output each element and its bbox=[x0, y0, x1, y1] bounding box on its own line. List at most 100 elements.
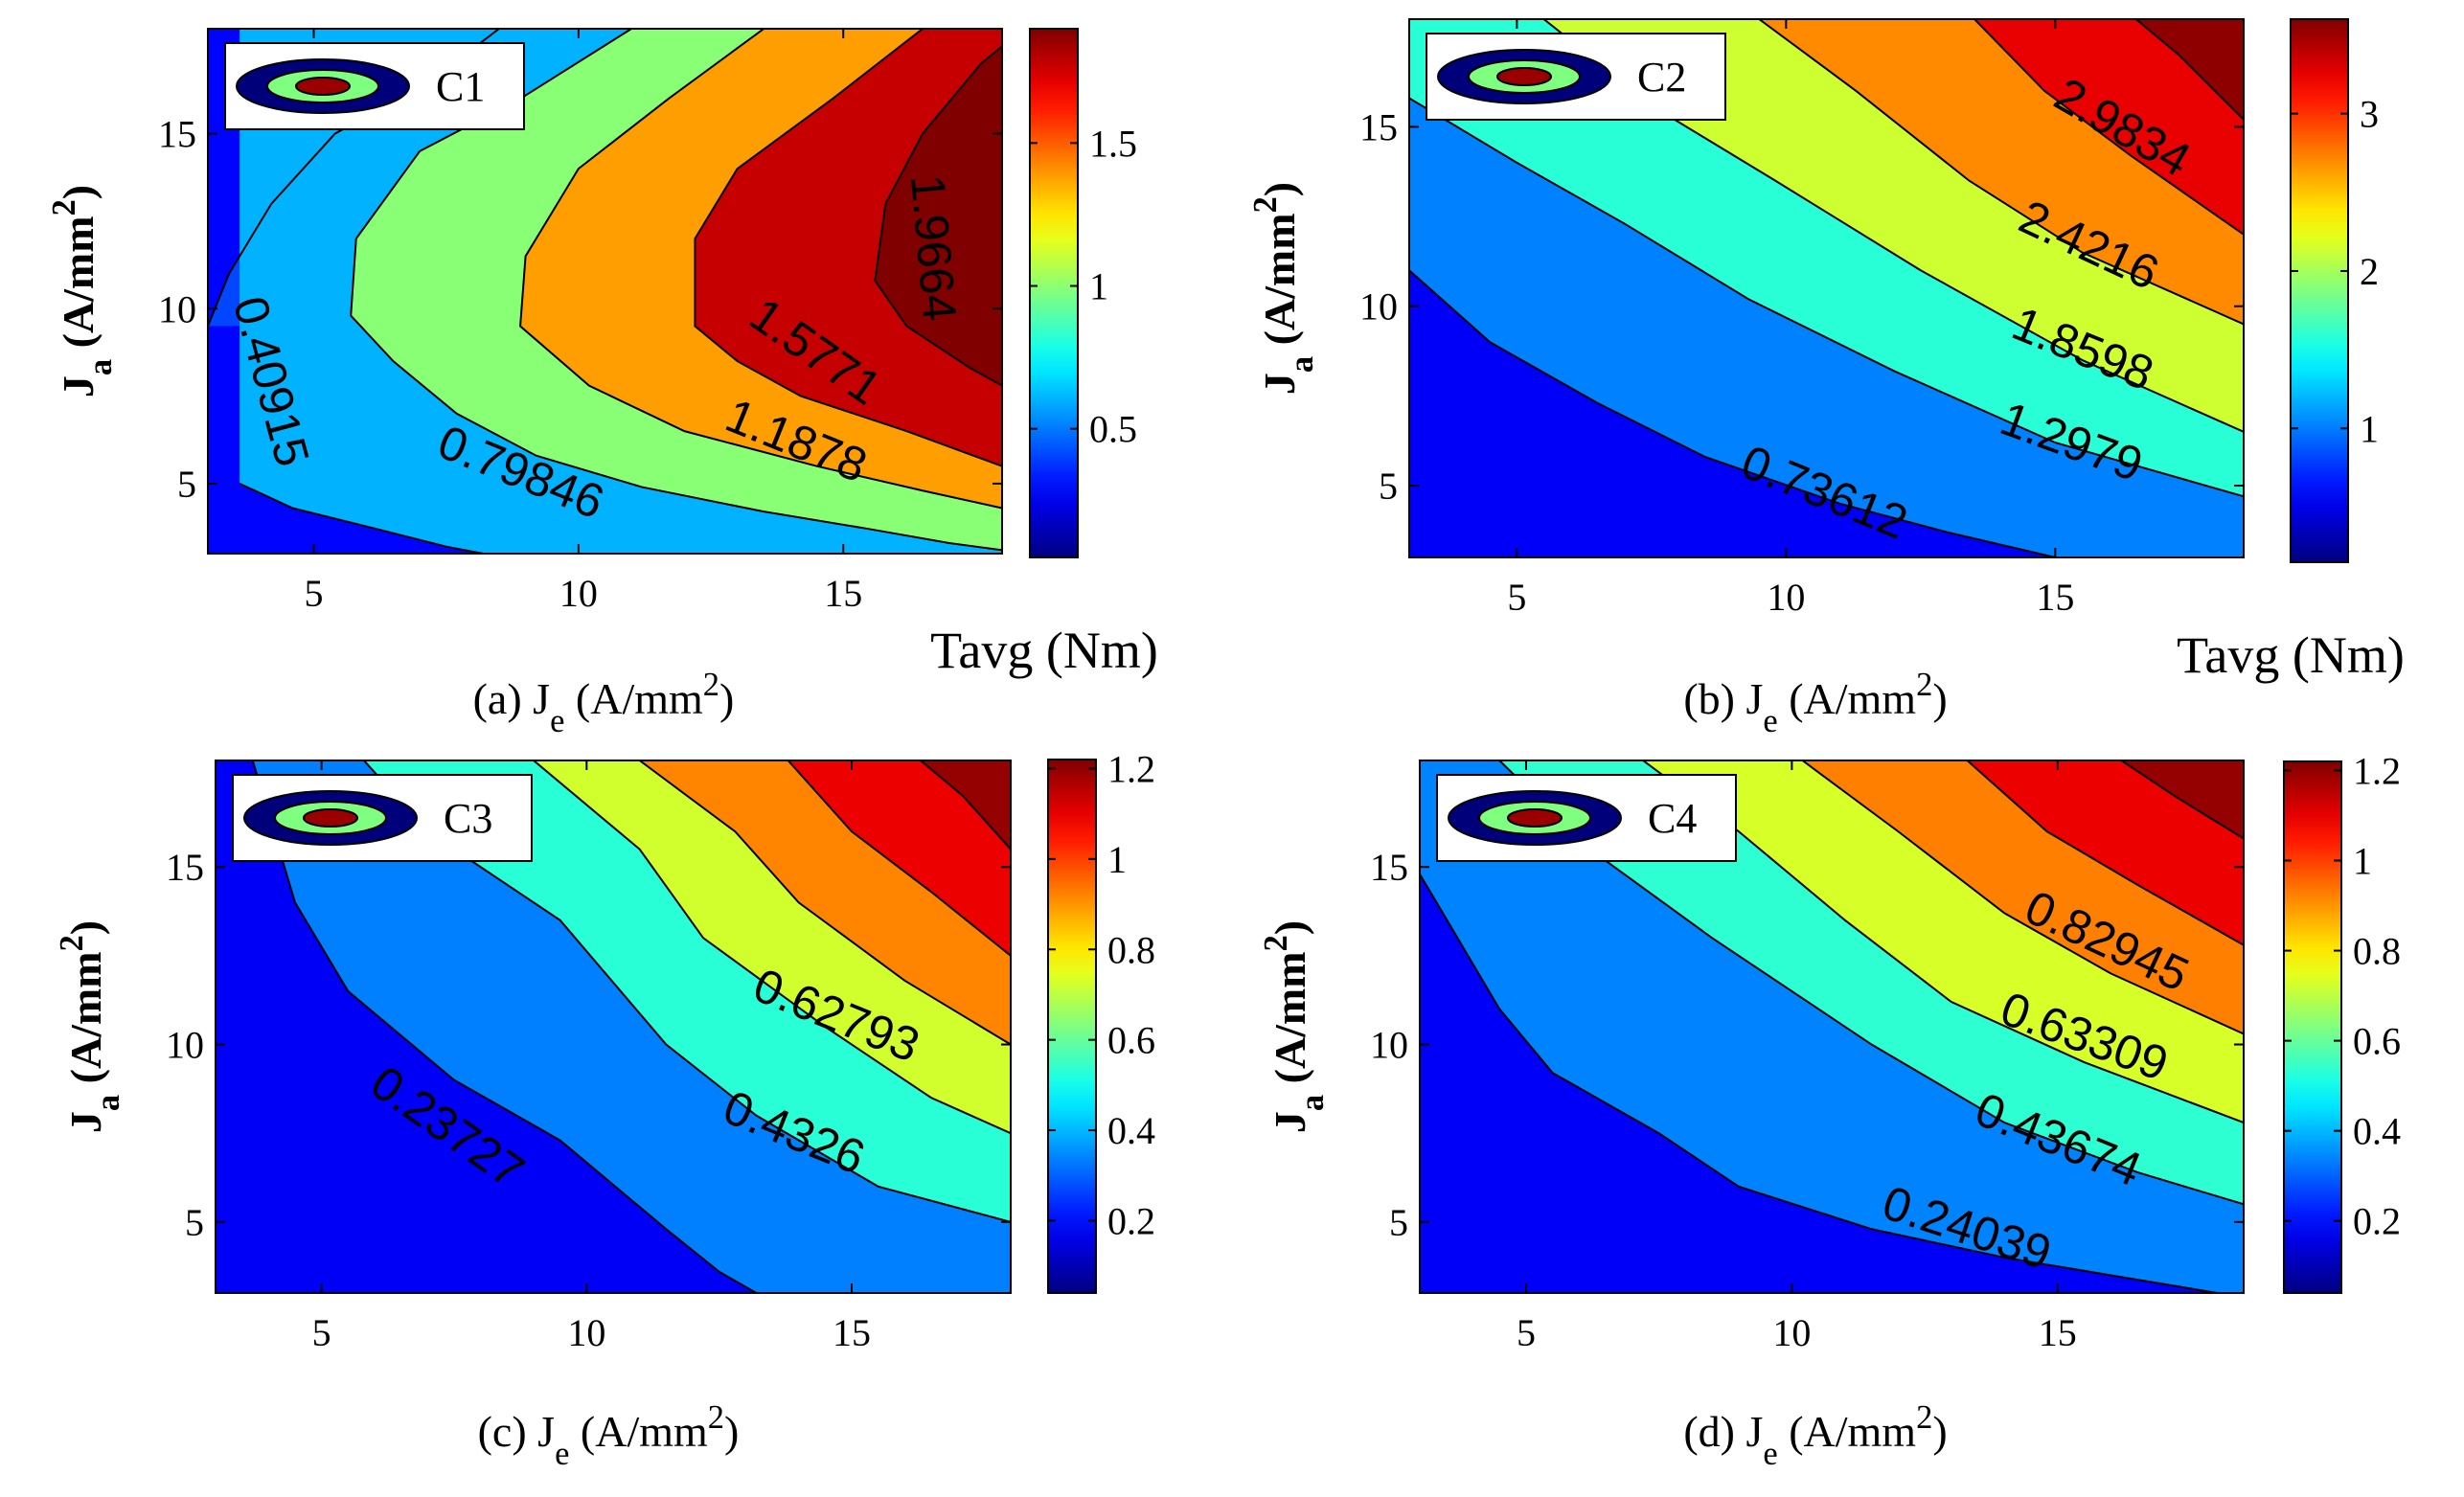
y-axis-label: Ja (A/mm2) bbox=[1258, 920, 1331, 1133]
colorbar-bar bbox=[2290, 18, 2349, 563]
colorbar-bar bbox=[2283, 760, 2342, 1294]
legend-label: C4 bbox=[1648, 795, 1697, 842]
axes-box bbox=[1408, 18, 2245, 558]
y-tick-label: 10 bbox=[1359, 285, 1398, 329]
label-part: 2 bbox=[708, 1399, 724, 1436]
label-part: 2 bbox=[1916, 1399, 1932, 1436]
colorbar-tick-label: 0.8 bbox=[1107, 928, 1155, 971]
label-part: a bbox=[1294, 1095, 1331, 1111]
contour-band bbox=[2135, 19, 2244, 120]
y-axis-label: Ja (A/mm2) bbox=[1247, 182, 1320, 395]
colorbar-tick-label: 3 bbox=[2360, 93, 2379, 136]
contour-line bbox=[1409, 269, 2056, 557]
colorbar-tick-label: 0.4 bbox=[1107, 1109, 1155, 1152]
label-part: (A/mm bbox=[569, 1407, 708, 1456]
contour-band bbox=[920, 760, 1011, 850]
label-part: J bbox=[54, 375, 103, 397]
legend-label: C1 bbox=[436, 63, 485, 110]
label-part: ) bbox=[1266, 920, 1314, 935]
label-part: 2 bbox=[1258, 935, 1294, 951]
y-tick-label: 5 bbox=[177, 463, 196, 506]
contour-fills bbox=[208, 29, 1002, 554]
contour-line bbox=[519, 29, 1002, 510]
label-part: ) bbox=[1932, 674, 1947, 723]
contour-label: 1.9664 bbox=[901, 172, 967, 323]
legend-ellipse-inner bbox=[1496, 67, 1552, 86]
panel-caption: (d) Je (A/mm2) bbox=[1683, 1399, 1947, 1472]
x-tick-label: 10 bbox=[1767, 576, 1805, 619]
label-part: a bbox=[90, 1095, 126, 1111]
label-part: 2 bbox=[46, 199, 82, 215]
x-tick-label: 10 bbox=[567, 1311, 605, 1354]
contour-line bbox=[350, 29, 1002, 552]
legend-label: C3 bbox=[444, 795, 492, 842]
x-tick-label: 15 bbox=[2039, 1311, 2077, 1354]
contour-line bbox=[1966, 760, 2244, 946]
y-tick-label: 10 bbox=[158, 287, 196, 330]
colorbar-tick-label: 1 bbox=[2353, 839, 2372, 882]
colorbar-tick-label: 0.6 bbox=[1107, 1019, 1155, 1062]
colorbar-tick-label: 0.2 bbox=[2353, 1200, 2401, 1243]
label-part: e bbox=[550, 703, 564, 739]
label-part: (c) J bbox=[478, 1407, 555, 1456]
legend: C1 bbox=[224, 42, 525, 130]
colorbar-tick-label: 1.5 bbox=[1089, 122, 1137, 165]
contour-line bbox=[874, 45, 1002, 387]
contour-fills bbox=[1420, 760, 2244, 1293]
x-tick-label: 15 bbox=[824, 572, 862, 615]
x-tick-label: 5 bbox=[1517, 1311, 1536, 1354]
x-tick-label: 10 bbox=[1772, 1311, 1811, 1354]
panel-caption: (a) Je (A/mm2) bbox=[473, 667, 735, 739]
contour-line bbox=[533, 760, 1011, 1135]
contour-line bbox=[1409, 97, 2244, 498]
y-tick-label: 5 bbox=[1389, 1201, 1408, 1244]
colorbar-bar bbox=[1029, 28, 1079, 558]
colorbar-tick-label: 0.6 bbox=[2353, 1020, 2401, 1063]
colorbar-tick-label: 1 bbox=[1089, 265, 1108, 308]
panel-caption: (c) Je (A/mm2) bbox=[478, 1399, 740, 1472]
y-tick-label: 5 bbox=[185, 1201, 204, 1244]
x-tick-label: 5 bbox=[1507, 576, 1526, 619]
colorbar-tick-label: 0.2 bbox=[1107, 1199, 1155, 1242]
label-part: e bbox=[1763, 1436, 1777, 1472]
y-tick-label: 15 bbox=[1370, 846, 1408, 889]
label-part: (b) J bbox=[1683, 674, 1763, 723]
label-part: a bbox=[82, 359, 119, 375]
legend-ellipse-inner bbox=[295, 77, 351, 96]
legend: C2 bbox=[1426, 33, 1726, 121]
colorbar-tick-label: 1 bbox=[1107, 838, 1127, 881]
colorbar-tick-label: 0.4 bbox=[2353, 1110, 2401, 1153]
colorbar-tick-label: 0.8 bbox=[2353, 930, 2401, 973]
label-part: (A/mm bbox=[564, 674, 703, 723]
contour-fills bbox=[216, 760, 1011, 1293]
colorbar-tick-label: 1.2 bbox=[2353, 749, 2401, 792]
contour-band bbox=[1974, 19, 2244, 235]
label-part: J bbox=[1255, 373, 1304, 395]
label-part: e bbox=[1763, 703, 1777, 739]
label-part: (A/mm bbox=[1266, 951, 1314, 1094]
label-part: (A/mm bbox=[1778, 1407, 1917, 1456]
x-tick-label: 10 bbox=[559, 572, 598, 615]
colorbar: 0.2 0.4 0.6 0.8 1 1.2 bbox=[2283, 749, 2401, 1294]
colorbar: 0.5 1 1.5 Tavg (Nm) bbox=[930, 28, 1158, 679]
contour-line bbox=[2134, 19, 2244, 121]
y-axis-label: Ja (A/mm2) bbox=[46, 185, 119, 397]
label-part: ) bbox=[1932, 1407, 1947, 1456]
contour-line bbox=[787, 760, 1011, 957]
contour-line bbox=[1801, 760, 2244, 1035]
contour-line bbox=[694, 29, 1002, 467]
x-tick-label: 15 bbox=[2036, 576, 2074, 619]
label-part: (A/mm bbox=[1255, 213, 1304, 355]
colorbar-tick-label: 1 bbox=[2360, 407, 2379, 450]
y-tick-label: 10 bbox=[1370, 1024, 1408, 1067]
axes-box bbox=[215, 760, 1012, 1294]
contour-band bbox=[787, 760, 1011, 956]
label-part: a bbox=[1284, 356, 1320, 373]
contour-line bbox=[1420, 873, 2218, 1293]
label-part: ) bbox=[724, 1407, 739, 1456]
label-part: ) bbox=[719, 674, 734, 723]
y-tick-label: 10 bbox=[166, 1024, 204, 1067]
